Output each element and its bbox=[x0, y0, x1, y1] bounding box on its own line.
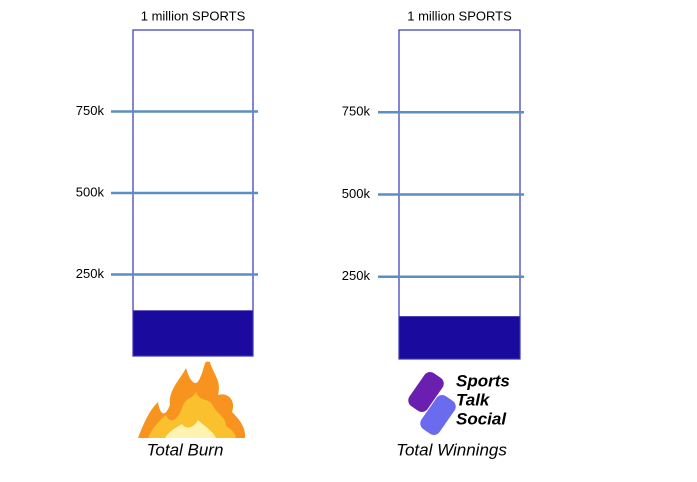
y-tick-label: 750k bbox=[342, 104, 371, 119]
y-tick-label: 500k bbox=[76, 184, 105, 199]
y-tick-label: 500k bbox=[342, 186, 371, 201]
logo-text: Talk bbox=[456, 390, 491, 409]
category-label: Total Burn bbox=[147, 440, 224, 459]
flame-icon bbox=[138, 361, 246, 438]
bar bbox=[133, 310, 253, 356]
y-tick-label: 250k bbox=[76, 266, 105, 281]
y-tick-label: 750k bbox=[76, 103, 105, 118]
bar bbox=[399, 316, 520, 359]
logo-text: Social bbox=[456, 409, 507, 428]
y-tick-label: 250k bbox=[342, 268, 371, 283]
logo-text: Sports bbox=[456, 371, 510, 390]
sports-talk-social-logo bbox=[408, 372, 456, 435]
gauge-title: 1 million SPORTS bbox=[141, 8, 246, 23]
gauge-title: 1 million SPORTS bbox=[407, 8, 512, 23]
category-label: Total Winnings bbox=[396, 440, 507, 459]
